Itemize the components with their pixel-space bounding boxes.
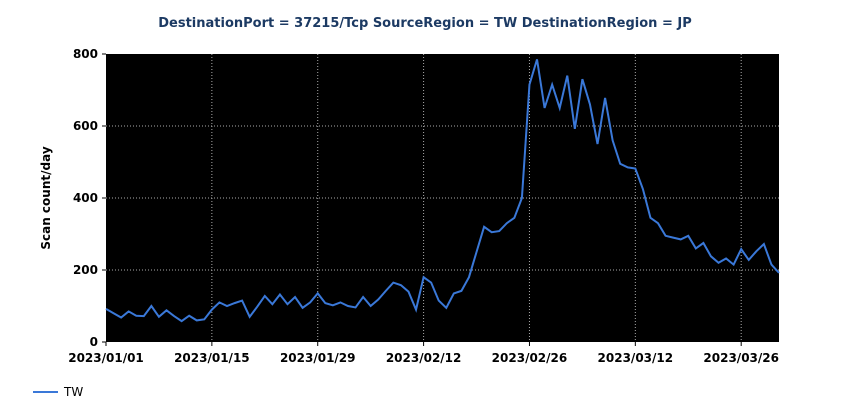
x-tick-label: 2023/02/12: [386, 351, 462, 365]
legend-label: TW: [63, 385, 83, 399]
x-tick-label: 2023/02/26: [492, 351, 568, 365]
y-tick-label: 800: [73, 47, 98, 61]
data-line: [105, 59, 780, 323]
y-tick-label: 200: [73, 263, 98, 277]
chart-title: DestinationPort = 37215/Tcp SourceRegion…: [158, 16, 692, 31]
y-tick-label: 400: [73, 191, 98, 205]
x-tick-label: 2023/01/29: [280, 351, 356, 365]
x-tick-label: 2023/01/01: [68, 351, 144, 365]
x-tick-label: 2023/01/15: [174, 351, 250, 365]
x-tick-label: 2023/03/12: [598, 351, 674, 365]
y-tick-label: 0: [90, 335, 98, 349]
y-tick-label: 600: [73, 119, 98, 133]
y-axis-label: Scan count/day: [39, 146, 53, 249]
x-tick-label: 2023/03/26: [703, 351, 779, 365]
